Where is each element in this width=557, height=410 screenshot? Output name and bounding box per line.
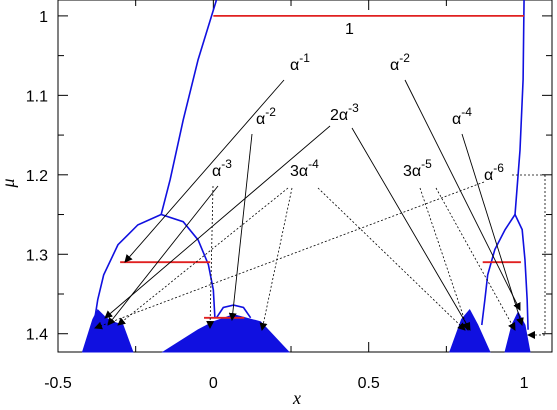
annotation-text: α	[256, 111, 265, 128]
bifurcation-curve	[160, 0, 218, 215]
annotation-text: 3α	[290, 163, 308, 180]
annotation-arrow	[104, 125, 331, 319]
annotation: 1	[345, 21, 354, 38]
annotation: α-3	[212, 157, 232, 180]
annotation-arrow	[206, 185, 215, 329]
annotation-arrow	[461, 133, 524, 326]
bifurcation-curve	[480, 212, 529, 330]
annotation-arrow	[435, 187, 516, 331]
annotation: α-1	[290, 51, 310, 74]
annotation-arrow	[317, 187, 466, 331]
annotation-arrow	[259, 187, 293, 331]
annotation-arrow	[94, 181, 485, 330]
annotation-text: α	[484, 167, 493, 184]
plot-frame	[57, 0, 553, 353]
annotation: α-6	[484, 161, 504, 184]
annotation-arrow	[351, 127, 471, 331]
annotation-exponent: -6	[493, 161, 504, 175]
annotation-arrow	[124, 79, 285, 263]
annotation: 3α-5	[403, 157, 432, 180]
y-tick-label: 1.2	[26, 168, 48, 185]
annotation-text: α	[452, 111, 461, 128]
annotation-text: 3α	[403, 163, 421, 180]
x-tick-label: 0.5	[358, 375, 380, 392]
annotation: 3α-4	[290, 157, 319, 180]
annotation-text: 2α	[330, 107, 348, 124]
y-tick-label: 1.3	[26, 247, 48, 264]
annotation-text: α	[212, 163, 221, 180]
chaotic-band	[449, 309, 491, 353]
bifurcation-curve	[93, 213, 216, 320]
y-tick-label: 1.4	[26, 327, 48, 344]
annotation-arrow	[117, 187, 289, 326]
annotation: α-2	[256, 105, 276, 128]
annotation: α-2	[390, 51, 410, 74]
annotation-exponent: -2	[265, 105, 276, 119]
x-axis-label: x	[292, 388, 301, 408]
x-tick-label: 0	[209, 375, 218, 392]
annotation-arrow	[419, 187, 470, 331]
annotation-exponent: -4	[461, 105, 472, 119]
x-tick-label: 1	[520, 375, 529, 392]
annotation-text: 1	[345, 21, 354, 38]
annotation-exponent: -3	[348, 101, 359, 115]
bifurcation-curve	[514, 0, 525, 215]
annotation-exponent: -2	[399, 51, 410, 65]
annotation-exponent: -5	[421, 157, 432, 171]
annotation-arrow	[228, 133, 253, 321]
annotation-exponent: -1	[299, 51, 310, 65]
chaotic-band	[161, 314, 290, 353]
annotation-exponent: -3	[221, 157, 232, 171]
y-tick-label: 1	[39, 9, 48, 26]
annotation-arrow	[107, 185, 219, 326]
annotation-exponent: -4	[308, 157, 319, 171]
y-axis-label: μ	[0, 178, 18, 188]
annotation-text: α	[290, 57, 299, 74]
x-tick-label: -0.5	[44, 375, 72, 392]
annotation-text: α	[390, 57, 399, 74]
y-tick-label: 1.1	[26, 88, 48, 105]
annotation: α-4	[452, 105, 472, 128]
annotation: 2α-3	[330, 101, 359, 124]
annotation-arrow	[404, 79, 521, 311]
